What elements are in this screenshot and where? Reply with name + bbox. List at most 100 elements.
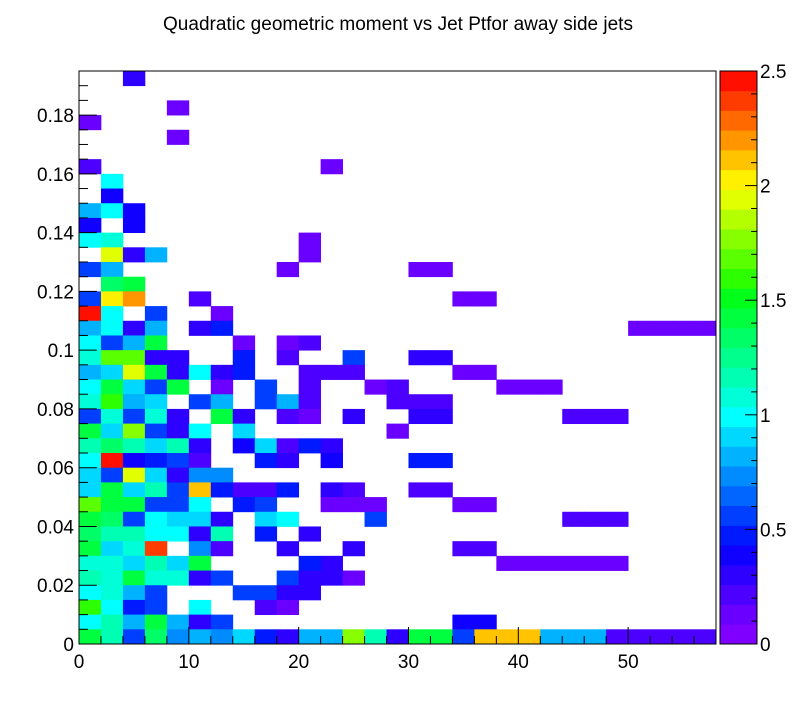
heatmap-cell: [122, 394, 146, 410]
heatmap-cell: [79, 379, 102, 395]
heatmap-cell: [166, 482, 190, 498]
heatmap-cell: [79, 526, 102, 542]
heatmap-cell: [144, 408, 168, 425]
palette-swatch: [720, 505, 757, 526]
heatmap-cell: [386, 629, 409, 645]
heatmap-cell: [298, 364, 322, 380]
heatmap-cell: [122, 335, 146, 351]
heatmap-cell: [100, 306, 124, 322]
heatmap-cell: [100, 541, 124, 557]
x-tick-label: 10: [178, 652, 199, 673]
heatmap-cell: [166, 408, 190, 425]
heatmap-cell: [232, 438, 256, 454]
heatmap-cell: [452, 629, 475, 645]
heatmap-cell: [276, 585, 300, 601]
heatmap-cell: [694, 629, 717, 645]
heatmap-cell: [276, 350, 300, 366]
heatmap-cell: [122, 585, 146, 601]
heatmap-cell: [188, 482, 212, 498]
heatmap-cell: [100, 276, 124, 292]
heatmap-cell: [79, 408, 102, 425]
heatmap-cell: [276, 629, 300, 645]
heatmap-cell: [496, 379, 519, 395]
heatmap-cell: [100, 453, 124, 469]
heatmap-cell: [100, 526, 124, 542]
heatmap-cell: [254, 482, 278, 498]
heatmap-cell: [232, 364, 256, 380]
heatmap-cell: [320, 159, 343, 175]
heatmap-cell: [430, 453, 453, 469]
x-tick-label: 20: [288, 652, 309, 673]
heatmap-cell: [79, 320, 102, 336]
heatmap-cell: [188, 599, 212, 616]
heatmap-cell: [276, 453, 300, 469]
heatmap-cell: [166, 350, 190, 366]
heatmap-cell: [79, 511, 102, 527]
palette-swatch: [720, 130, 757, 151]
heatmap-cell: [100, 467, 124, 483]
heatmap-cell: [254, 453, 278, 469]
heatmap-cell: [408, 453, 431, 469]
heatmap-cell: [122, 555, 146, 571]
heatmap-cell: [79, 467, 102, 483]
heatmap-cell: [342, 541, 365, 557]
y-tick-label: 0: [63, 635, 74, 656]
heatmap-cell: [298, 555, 322, 571]
heatmap-cell: [386, 423, 409, 439]
heatmap-cell: [100, 555, 124, 571]
palette-swatch: [720, 446, 757, 467]
y-tick-label: 0.06: [37, 459, 74, 480]
heatmap-cell: [79, 394, 102, 410]
heatmap-cell: [188, 526, 212, 542]
heatmap-cell: [210, 320, 234, 336]
heatmap-cell: [452, 497, 475, 513]
x-tick-label: 50: [618, 652, 639, 673]
heatmap-cell: [474, 364, 497, 380]
heatmap-cell: [430, 629, 453, 645]
heatmap-cell: [430, 408, 453, 425]
heatmap-cell: [166, 526, 190, 542]
heatmap-cell: [276, 570, 300, 586]
z-tick-label: 2.5: [760, 62, 786, 83]
heatmap-cell: [144, 585, 168, 601]
heatmap-cell: [144, 394, 168, 410]
heatmap-cell: [188, 364, 212, 380]
heatmap-cell: [79, 614, 102, 630]
y-axis: 0 0.02 0.04 0.06 0.08 0.1 0.12 0.14 0.16 0.18: [37, 70, 97, 656]
heatmap-cell: [562, 511, 585, 527]
heatmap-cell: [100, 379, 124, 395]
heatmap-cell: [408, 629, 431, 645]
heatmap-cell: [584, 555, 607, 571]
palette-swatch: [720, 426, 757, 447]
heatmap-cell: [298, 526, 322, 542]
palette-swatch: [720, 248, 757, 269]
heatmap-cell: [408, 482, 431, 498]
heatmap-cell: [79, 585, 102, 601]
heatmap-cell: [100, 629, 124, 645]
heatmap-cell: [452, 364, 475, 380]
heatmap-cell: [144, 350, 168, 366]
heatmap-cell: [122, 217, 146, 234]
heatmap-cell: [254, 497, 278, 513]
heatmap-cell: [584, 511, 607, 527]
heatmap-cell: [232, 350, 256, 366]
heatmap-cell: [276, 394, 300, 410]
heatmap-cell: [166, 570, 190, 586]
heatmap-cell: [166, 467, 190, 483]
heatmap-cell: [562, 555, 585, 571]
y-tick-label: 0.18: [37, 106, 74, 127]
heatmap-cell: [100, 497, 124, 513]
heatmap-cell: [320, 438, 343, 454]
heatmap-cell: [210, 614, 234, 630]
heatmap-cell: [188, 629, 212, 645]
heatmap-cell: [540, 629, 563, 645]
heatmap-cell: [584, 629, 607, 645]
heatmap-cell: [79, 335, 102, 351]
heatmap-cell: [342, 629, 365, 645]
heatmap-cell: [188, 438, 212, 454]
heatmap-cell: [210, 570, 234, 586]
palette-swatch: [720, 209, 757, 230]
heatmap-cell: [430, 350, 453, 366]
palette-swatch: [720, 485, 757, 507]
heatmap-cell: [276, 438, 300, 454]
